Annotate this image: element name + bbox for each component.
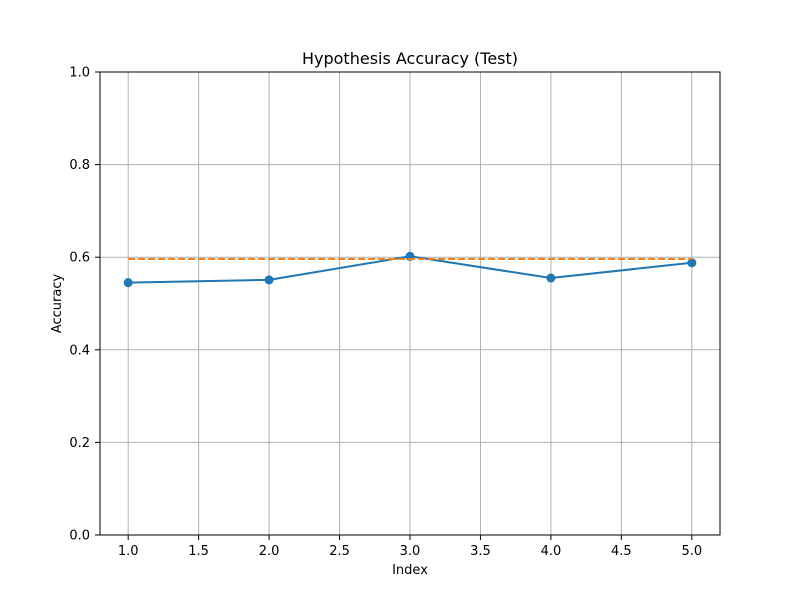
x-tick-label-8: 5.0	[681, 544, 702, 559]
series-0-point-1	[264, 275, 274, 285]
series-0-point-0	[123, 278, 133, 288]
x-axis-label: Index	[392, 563, 428, 578]
x-tick-label-6: 4.0	[541, 544, 562, 559]
series-0-point-4	[687, 258, 697, 268]
x-tick-label-7: 4.5	[611, 544, 632, 559]
y-tick-label-3: 0.6	[69, 251, 90, 266]
series-0-point-3	[546, 273, 556, 283]
x-tick-label-4: 3.0	[400, 544, 421, 559]
chart-title: Hypothesis Accuracy (Test)	[302, 49, 518, 68]
x-tick-label-0: 1.0	[118, 544, 139, 559]
x-tick-label-5: 3.5	[470, 544, 491, 559]
x-tick-label-1: 1.5	[188, 544, 209, 559]
ticks-layer: 1.0 1.5 2.0 2.5 3.0 3.5 4.0 4.5 5.0 0.0 0.2 0.4 0.6 0…	[69, 66, 702, 560]
y-tick-label-0: 0.0	[69, 529, 90, 544]
series-layer	[123, 251, 697, 288]
y-axis-label: Accuracy	[50, 274, 65, 334]
x-tick-label-2: 2.0	[259, 544, 280, 559]
x-tick-label-3: 2.5	[329, 544, 350, 559]
y-tick-label-2: 0.4	[69, 343, 90, 358]
y-tick-label-5: 1.0	[69, 66, 90, 81]
y-tick-label-4: 0.8	[69, 158, 90, 173]
y-tick-label-1: 0.2	[69, 436, 90, 451]
